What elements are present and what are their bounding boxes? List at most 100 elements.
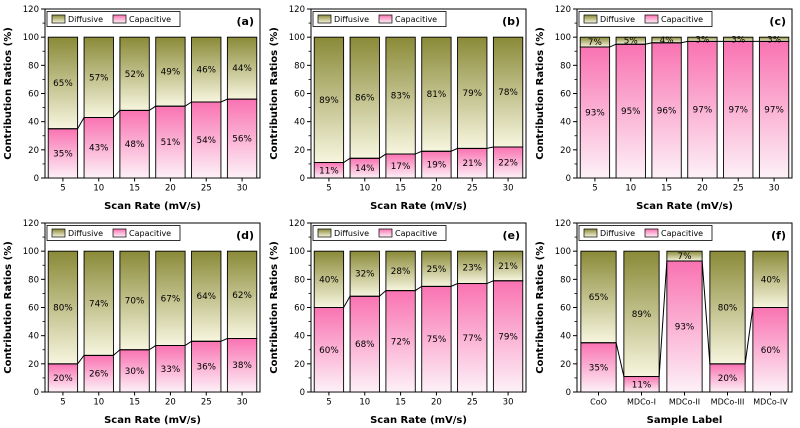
bar-capacitive-segment: [83, 116, 114, 179]
y-tick-label: 80: [294, 275, 305, 285]
capacitive-legend-label: Capacitive: [661, 15, 703, 24]
bar-capacitive-segment: [752, 307, 789, 393]
capacitive-value-label: 75%: [427, 335, 447, 345]
panel-label: (b): [502, 15, 520, 28]
capacitive-value-label: 11%: [632, 380, 652, 390]
bar-diffusive-segment: [709, 250, 746, 365]
capacitive-value-label: 26%: [89, 370, 109, 380]
diffusive-value-label: 28%: [391, 267, 411, 277]
y-tick-label: 100: [289, 247, 305, 257]
y-tick-label: 60: [560, 304, 571, 314]
capacitive-value-label: 38%: [232, 361, 252, 371]
capacitive-value-label: 33%: [161, 365, 181, 375]
bar-capacitive-segment: [651, 42, 682, 179]
capacitive-legend-swatch: [112, 14, 127, 24]
capacitive-value-label: 56%: [232, 135, 252, 145]
y-tick-label: 100: [555, 33, 571, 43]
panel-label: (f): [771, 229, 786, 242]
capacitive-value-label: 20%: [718, 374, 738, 384]
y-tick-label: 120: [23, 219, 39, 229]
y-tick-label: 20: [28, 146, 39, 156]
y-axis-title: Contribution Ratios (%): [535, 27, 546, 160]
capacitive-boundary-line: [580, 40, 789, 48]
bar-diffusive-segment: [191, 36, 222, 103]
diffusive-value-label: 7%: [588, 38, 602, 48]
x-tick-label: 30: [503, 398, 514, 408]
y-axis-title: Contribution Ratios (%): [269, 241, 280, 374]
x-tick-label: 15: [395, 184, 406, 194]
y-tick-label: 120: [23, 5, 39, 15]
x-tick-label: 30: [237, 184, 248, 194]
x-tick-label: 25: [467, 184, 478, 194]
diffusive-value-label: 5%: [624, 37, 638, 47]
capacitive-value-label: 93%: [675, 323, 695, 333]
y-tick-label: 20: [28, 360, 39, 370]
capacitive-value-label: 97%: [764, 106, 784, 116]
y-axis-title: Contribution Ratios (%): [535, 241, 546, 374]
capacitive-value-label: 79%: [498, 332, 518, 342]
y-tick-label: 40: [560, 118, 571, 128]
x-tick-label: MDCo-IV: [753, 398, 788, 407]
x-tick-label: 25: [733, 184, 744, 194]
y-tick-label: 40: [28, 332, 39, 342]
x-tick-label: MDCo-III: [711, 398, 745, 407]
y-tick-label: 100: [555, 247, 571, 257]
capacitive-value-label: 60%: [761, 346, 781, 356]
bar-diffusive-segment: [119, 250, 150, 351]
capacitive-legend-swatch: [644, 228, 659, 238]
bar-diffusive-segment: [580, 250, 617, 344]
y-tick-label: 120: [289, 219, 305, 229]
capacitive-value-label: 95%: [621, 107, 641, 117]
x-tick-label: 10: [93, 184, 104, 194]
x-tick-label: 25: [201, 398, 212, 408]
bar-diffusive-segment: [349, 250, 380, 297]
capacitive-value-label: 35%: [589, 363, 609, 373]
capacitive-value-label: 30%: [125, 367, 145, 377]
diffusive-value-label: 80%: [718, 304, 738, 314]
diffusive-value-label: 3%: [695, 35, 709, 45]
diffusive-value-label: 65%: [53, 79, 73, 89]
panel-f: 0 20 40 60 80 100 120 35% 65% CoO 11% 89% MDCo-I 93% 7…: [533, 214, 799, 428]
capacitive-legend-label: Capacitive: [395, 229, 437, 238]
panel-a: 0 20 40 60 80 100 120 35% 65% 5 43% 57% 10 48% 52% 15 51…: [1, 0, 267, 214]
y-tick-label: 100: [289, 33, 305, 43]
diffusive-legend-label: Diffusive: [600, 229, 635, 238]
chart-panel-c: 0 20 40 60 80 100 120 93% 7% 5 95% 5% 10 96% 4% 15 97% 3%…: [535, 5, 793, 212]
bar-diffusive-segment: [623, 250, 660, 377]
capacitive-value-label: 21%: [462, 159, 482, 169]
y-tick-label: 60: [560, 90, 571, 100]
y-tick-label: 40: [294, 118, 305, 128]
y-tick-label: 0: [300, 388, 305, 398]
capacitive-legend-label: Capacitive: [661, 229, 703, 238]
x-tick-label: 20: [697, 184, 708, 194]
diffusive-legend-swatch: [317, 228, 332, 238]
panel-label: (c): [769, 15, 786, 28]
bar-capacitive-segment: [155, 105, 186, 179]
x-tick-label: 15: [395, 398, 406, 408]
diffusive-value-label: 3%: [731, 35, 745, 45]
panel-label: (d): [236, 229, 254, 242]
diffusive-legend-label: Diffusive: [334, 229, 369, 238]
bar-diffusive-segment: [155, 250, 186, 346]
bar-capacitive-segment: [349, 295, 380, 393]
bar-diffusive-segment: [226, 36, 258, 100]
x-axis-title: Sample Label: [647, 415, 723, 426]
capacitive-boundary-line: [580, 260, 789, 378]
bar-capacitive-segment: [226, 98, 258, 179]
x-tick-label: CoO: [590, 398, 607, 407]
diffusive-value-label: 80%: [53, 304, 73, 314]
y-tick-label: 120: [555, 219, 571, 229]
capacitive-value-label: 17%: [391, 162, 411, 172]
bar-diffusive-segment: [385, 36, 416, 155]
x-tick-label: 5: [60, 398, 65, 408]
chart-panel-a: 0 20 40 60 80 100 120 35% 65% 5 43% 57% 10 48% 52% 15 51…: [3, 5, 261, 212]
capacitive-boundary-line: [48, 337, 257, 365]
bar-capacitive-segment: [492, 280, 524, 393]
x-tick-label: 10: [625, 184, 636, 194]
bar-capacitive-segment: [580, 342, 617, 393]
diffusive-value-label: 89%: [319, 96, 339, 106]
y-tick-label: 60: [28, 304, 39, 314]
bar-capacitive-segment: [191, 101, 222, 179]
y-tick-label: 20: [294, 146, 305, 156]
diffusive-value-label: 40%: [761, 275, 781, 285]
